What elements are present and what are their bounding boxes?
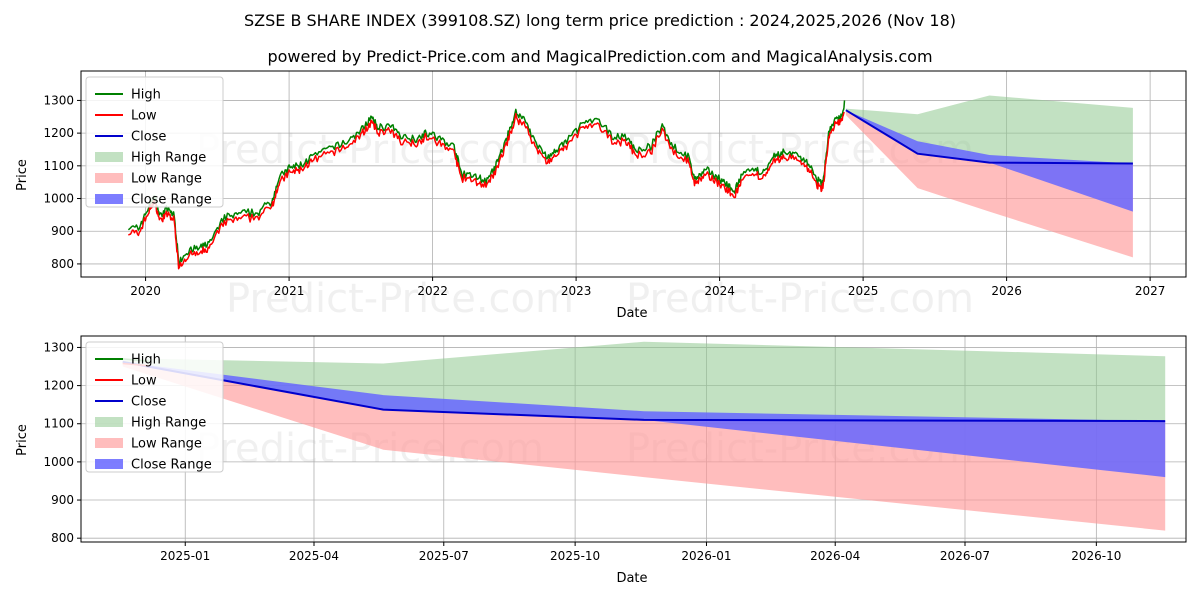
y-tick-label: 1000 (43, 192, 74, 206)
watermark-text: Predict-Price.com (626, 276, 974, 322)
x-axis-label: Date (616, 571, 647, 586)
x-tick-label: 2026-01 (681, 549, 731, 563)
low-line (127, 111, 845, 270)
legend: High Low Close High Range Low Range Close Ran… (85, 341, 224, 473)
close-range-band (845, 110, 1133, 212)
y-tick-label: 1100 (43, 159, 74, 173)
x-tick-label: 2020 (130, 284, 161, 298)
legend-low-range-label: Low Range (131, 172, 202, 187)
y-tick-label: 1100 (43, 417, 74, 431)
legend: High Low Close High Range Low Range Close Ran… (85, 76, 224, 208)
x-tick-label: 2026-10 (1071, 549, 1121, 563)
y-axis-label: Price (15, 159, 30, 191)
y-tick-label: 1300 (43, 340, 74, 354)
y-tick-label: 800 (51, 257, 74, 271)
bottom-panel: Predict-Price.com Predict-Price.com 2025… (15, 335, 1187, 586)
y-tick-label: 900 (51, 493, 74, 507)
x-tick-label: 2026-04 (810, 549, 860, 563)
x-tick-label: 2025-10 (550, 549, 600, 563)
y-axis-label: Price (15, 424, 30, 456)
plot-frame (80, 70, 1187, 278)
legend-close-range-swatch (95, 194, 123, 204)
y-tick-label: 1200 (43, 379, 74, 393)
legend-close-label: Close (131, 130, 166, 145)
legend-low-range-label: Low Range (131, 437, 202, 452)
low-range-band (122, 361, 1166, 531)
x-tick-label: 2025-07 (419, 549, 469, 563)
legend-high-range-label: High Range (131, 151, 206, 166)
y-tick-label: 1300 (43, 93, 74, 107)
top-panel: Predict-Price.com Predict-Price.com Pred… (15, 70, 1187, 322)
x-tick-label: 2023 (561, 284, 592, 298)
legend-high-range-label: High Range (131, 416, 206, 431)
y-axis-ticks: 800 900 1000 1100 1200 1300 (43, 93, 81, 271)
y-tick-label: 1200 (43, 126, 74, 140)
legend-close-range-label: Close Range (131, 458, 212, 473)
y-tick-label: 900 (51, 224, 74, 238)
watermark-text: Predict-Price.com (226, 276, 574, 322)
close-line (845, 109, 1133, 165)
watermark-text: Predict-Price.com (196, 127, 544, 173)
plot-frame (80, 335, 1187, 543)
x-tick-label: 2025-01 (160, 549, 210, 563)
legend-close-label: Close (131, 395, 166, 410)
x-tick-label: 2025-04 (289, 549, 339, 563)
price-lines (127, 100, 1133, 270)
y-axis-ticks: 800 900 1000 1100 1200 1300 (43, 340, 81, 545)
legend-close-range-label: Close Range (131, 193, 212, 208)
x-axis-label: Date (616, 306, 647, 321)
x-axis-ticks: 2020 2021 2022 2023 2024 2025 2026 2027 (130, 277, 1165, 298)
legend-high-label: High (131, 353, 161, 368)
low-range-band (845, 110, 1133, 258)
chart-title: SZSE B SHARE INDEX (399108.SZ) long term… (244, 11, 956, 30)
legend-high-range-swatch (95, 152, 123, 162)
legend-low-label: Low (131, 109, 157, 124)
legend-close-range-swatch (95, 459, 123, 469)
x-axis-ticks: 2025-01 2025-04 2025-07 2025-10 2026-01 2026-… (160, 542, 1121, 563)
x-tick-label: 2025 (848, 284, 879, 298)
legend-low-range-swatch (95, 173, 123, 183)
y-tick-label: 800 (51, 531, 74, 545)
legend-low-range-swatch (95, 438, 123, 448)
x-tick-label: 2026-07 (940, 549, 990, 563)
legend-high-label: High (131, 88, 161, 103)
x-tick-label: 2021 (274, 284, 305, 298)
chart-subtitle: powered by Predict-Price.com and Magical… (267, 47, 932, 66)
x-tick-label: 2026 (991, 284, 1022, 298)
high-line (127, 100, 846, 267)
x-tick-label: 2022 (417, 284, 448, 298)
legend-low-label: Low (131, 374, 157, 389)
legend-high-range-swatch (95, 417, 123, 427)
close-line (122, 360, 1166, 423)
prediction-bands (845, 95, 1133, 258)
x-tick-label: 2027 (1135, 284, 1166, 298)
y-tick-label: 1000 (43, 455, 74, 469)
x-tick-label: 2024 (704, 284, 735, 298)
